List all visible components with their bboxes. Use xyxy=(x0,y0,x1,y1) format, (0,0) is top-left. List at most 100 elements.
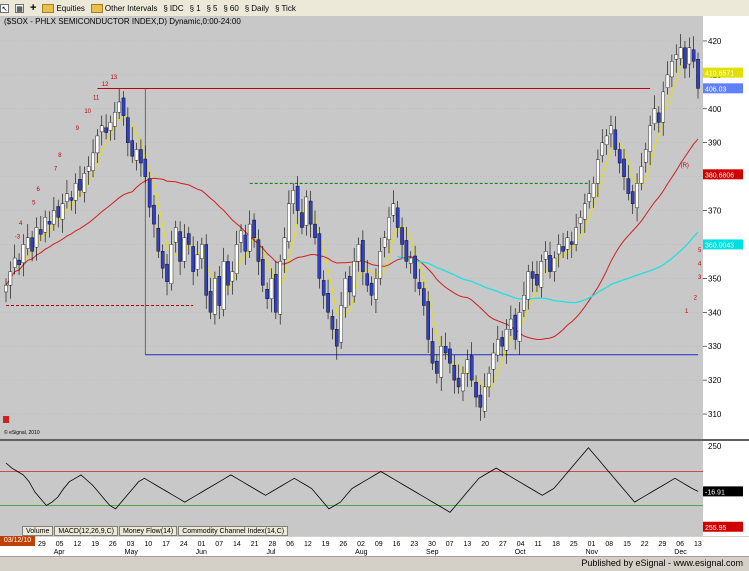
day-tick-label: 20 xyxy=(481,541,489,548)
tab-macd[interactable]: MACD(12,26,9,C) xyxy=(54,526,118,536)
candle xyxy=(21,244,26,263)
price-label-box xyxy=(703,67,743,78)
candle xyxy=(352,261,356,297)
day-tick-label: 29 xyxy=(659,541,667,548)
day-tick-label: 13 xyxy=(464,541,472,548)
day-tick-label: 21 xyxy=(251,541,259,548)
arrow-icon: ↖ xyxy=(0,3,9,13)
candle xyxy=(8,271,13,286)
candle xyxy=(256,239,261,262)
candle xyxy=(461,373,465,392)
candle xyxy=(361,240,365,272)
candle xyxy=(56,206,61,218)
candle xyxy=(413,255,417,279)
wave-label: 12 xyxy=(102,82,109,88)
day-tick-label: 01 xyxy=(588,541,596,548)
equities-menu[interactable]: Equities xyxy=(42,3,85,13)
day-tick-label: 14 xyxy=(233,541,241,548)
candle xyxy=(234,244,239,274)
candle xyxy=(635,183,639,209)
candle xyxy=(156,227,161,252)
candle xyxy=(683,47,687,69)
candle xyxy=(91,152,95,171)
candle xyxy=(260,259,265,286)
price-tick-label: 400 xyxy=(708,105,722,114)
candle xyxy=(47,221,52,225)
candle xyxy=(622,158,626,177)
tab-money-flow[interactable]: Money Flow(14) xyxy=(119,526,178,536)
candle xyxy=(435,360,439,374)
candle xyxy=(82,173,87,193)
plus-tool[interactable]: + xyxy=(30,2,36,14)
day-tick-label: 26 xyxy=(109,541,117,548)
interval-5[interactable]: § 5 xyxy=(207,4,218,13)
candle xyxy=(652,108,657,124)
interval-label: 60 xyxy=(229,3,239,13)
month-label: Jul xyxy=(266,549,275,556)
candle xyxy=(78,179,82,191)
candle xyxy=(243,234,248,252)
wave-label: 10 xyxy=(84,109,91,115)
other-intervals-menu[interactable]: Other Intervals xyxy=(90,3,157,13)
interval-60[interactable]: § 60 xyxy=(223,4,238,13)
candle xyxy=(274,274,278,313)
folder-icon xyxy=(90,3,103,13)
candle xyxy=(4,284,8,293)
candle xyxy=(213,278,217,315)
candle xyxy=(308,200,313,225)
candle xyxy=(517,312,522,342)
ma-short-line xyxy=(5,55,699,390)
interval-label: Tick xyxy=(281,3,296,13)
interval-idc[interactable]: § IDC xyxy=(163,4,183,13)
candle xyxy=(456,377,461,388)
symbol-icon: § xyxy=(189,3,195,13)
candle xyxy=(639,166,644,184)
candle xyxy=(317,233,322,279)
candle xyxy=(291,189,296,204)
ma-long-line xyxy=(397,231,699,304)
candle xyxy=(548,255,552,272)
candle xyxy=(313,223,317,238)
candle xyxy=(173,227,178,243)
arrow-tool[interactable]: ↖ xyxy=(0,3,9,13)
candle xyxy=(247,223,252,252)
day-tick-label: 07 xyxy=(446,541,454,548)
symbol-icon: § xyxy=(163,3,168,13)
candle xyxy=(604,135,609,145)
candle xyxy=(152,204,156,225)
candle xyxy=(539,261,544,288)
month-label: Oct xyxy=(515,549,526,556)
tab-volume[interactable]: Volume xyxy=(22,526,54,536)
table-tool[interactable]: ▦ xyxy=(15,3,24,13)
indicator-label-box xyxy=(703,521,743,532)
candle xyxy=(587,193,591,202)
day-tick-label: 22 xyxy=(641,541,649,548)
day-tick-label: 28 xyxy=(268,541,276,548)
day-tick-label: 30 xyxy=(428,541,436,548)
candle xyxy=(482,386,487,412)
interval-label: 5 xyxy=(212,3,218,13)
month-label: Apr xyxy=(54,549,66,556)
interval-tick[interactable]: § Tick xyxy=(275,4,296,13)
day-tick-label: 19 xyxy=(322,541,330,548)
interval-daily[interactable]: § Daily xyxy=(245,4,269,13)
candle xyxy=(630,191,635,204)
day-tick-label: 29 xyxy=(38,541,46,548)
price-label: 360.0043 xyxy=(705,242,734,249)
candle xyxy=(230,271,235,282)
day-tick-label: 05 xyxy=(56,541,64,548)
candle xyxy=(448,348,452,364)
symbol-icon: § xyxy=(275,3,280,13)
candle xyxy=(126,117,130,143)
price-tick-label: 420 xyxy=(708,37,722,46)
candle xyxy=(278,261,282,315)
price-tick-label: 330 xyxy=(708,342,722,351)
tab-cci[interactable]: Commodity Channel Index(14,C) xyxy=(178,526,289,536)
interval-1[interactable]: § 1 xyxy=(190,4,201,13)
wave-label: 13 xyxy=(110,75,117,81)
candle xyxy=(626,178,631,194)
month-label: Nov xyxy=(586,549,599,556)
candle xyxy=(495,339,500,356)
candle xyxy=(326,293,330,313)
